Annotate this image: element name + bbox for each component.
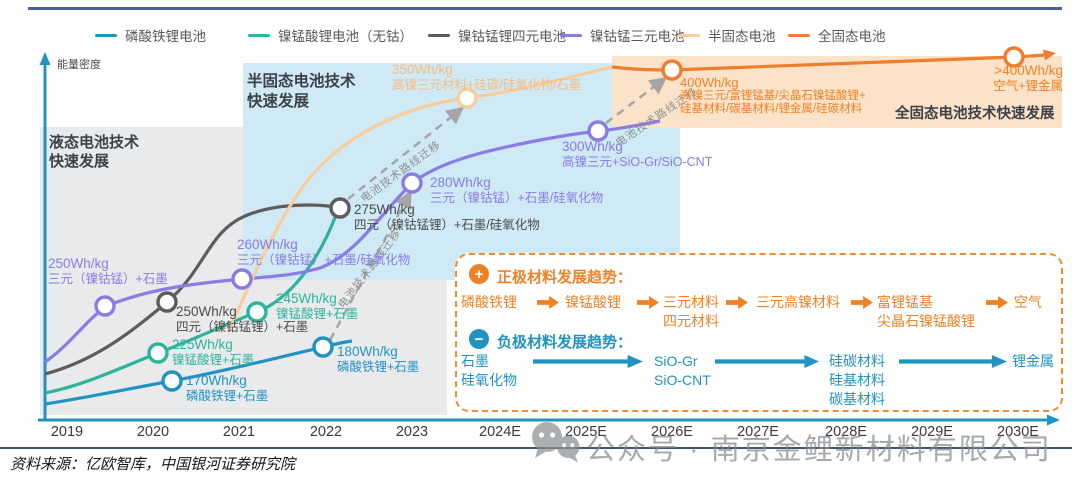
x-tick-2023: 2023 (395, 424, 429, 440)
cathode-trend-title: 正极材料发展趋势： (497, 269, 633, 286)
region-title-liquid: 液态电池技术 快速发展 (49, 134, 140, 170)
x-tick-2021: 2021 (222, 424, 256, 440)
right-arrow-icon (986, 296, 1008, 309)
x-tick-2030e: 2030E (997, 424, 1039, 440)
legend-item-ternary: 镍钴锰三元电池 (560, 27, 685, 44)
marker-lnmo-245 (246, 301, 268, 323)
legend-dash-semi-solid (678, 33, 700, 37)
right-arrow-icon (726, 296, 748, 309)
legend-label: 镍锰酸锂电池（无钴） (278, 29, 413, 44)
annotation-lnmo-225: 225Wh/kg 镍锰酸锂+石墨 (172, 337, 255, 367)
right-arrow-icon (637, 296, 659, 309)
cathode-item: 空气 (1014, 294, 1042, 310)
right-arrow-icon (533, 355, 643, 368)
x-tick-2022: 2022 (309, 424, 343, 440)
legend-item-semi-solid: 半固态电池 (678, 27, 776, 44)
x-axis-arrowhead (1047, 414, 1060, 426)
legend-label: 全固态电池 (818, 29, 886, 44)
marker-ternary-260 (231, 268, 253, 290)
marker-ternary-250 (94, 295, 116, 317)
y-axis-arrowhead (39, 52, 51, 65)
legend-label: 镍钴锰锂四元电池 (458, 29, 566, 44)
marker-ternary-300 (587, 120, 609, 142)
legend-item-quaternary: 镍钴锰锂四元电池 (428, 27, 566, 44)
solid-line-arrowhead (1043, 49, 1056, 61)
legend-dash-quaternary (428, 33, 450, 37)
cathode-item: 镍锰酸锂 (565, 294, 621, 310)
right-arrow-icon (715, 355, 819, 368)
cathode-item: 三元高镍材料 (756, 294, 840, 310)
y-axis-label: 能量密度 (57, 59, 101, 71)
minus-icon: − (469, 329, 489, 349)
marker-ternary-280 (401, 172, 423, 194)
right-arrow-icon (537, 296, 559, 309)
x-tick-2028e: 2028E (825, 424, 867, 440)
marker-quaternary-275 (329, 197, 351, 219)
x-tick-2025e: 2025E (565, 424, 607, 440)
cathode-item: 三元材料 四元材料 (663, 294, 719, 329)
region-title-solid: 全固态电池技术快速发展 (895, 106, 1055, 122)
annotation-semi-solid-350: 350Wh/kg 高镍三元材料+硅碳/硅氧化物/石墨 (392, 62, 582, 92)
anode-item: SiO-Gr SiO-CNT (654, 353, 711, 388)
right-arrow-icon (851, 296, 873, 309)
legend-label: 半固态电池 (708, 29, 776, 44)
anode-item: 硅碳材料 硅基材料 碳基材料 (829, 353, 885, 407)
legend-item-lnmo: 镍锰酸锂电池（无钴） (248, 27, 413, 44)
annotation-quaternary-275: 275Wh/kg 四元（镍钴锰锂）+石墨/硅氧化物 (354, 202, 540, 232)
x-tick-2026e: 2026E (651, 424, 693, 440)
legend-dash-solid (788, 33, 810, 37)
annotation-ternary-300: 300Wh/kg 高镍三元+SiO-Gr/SiO-CNT (562, 139, 713, 169)
migration-arrows (328, 76, 668, 341)
plus-icon: + (469, 264, 489, 284)
legend-dash-ternary (560, 33, 582, 37)
anode-item: 锂金属 (1012, 353, 1054, 369)
annotation-lfp-180: 180Wh/kg 磷酸铁锂+石墨 (337, 344, 420, 374)
annotation-solid-400plus: >400Wh/kg 空气+锂金属 (993, 63, 1063, 93)
legend-dash-lnmo (248, 33, 270, 37)
annotation-ternary-260: 260Wh/kg 三元（镍钴锰）+石墨/硅氧化物 (237, 237, 411, 267)
marker-lnmo-225 (147, 342, 169, 364)
marker-quaternary-250 (156, 291, 178, 313)
legend-item-lfp: 磷酸铁锂电池 (95, 27, 206, 44)
cathode-item: 富锂锰基 尖晶石镍锰酸锂 (877, 294, 975, 329)
annotation-quaternary-250: 250Wh/kg 四元（镍钴锰锂）+石墨 (176, 304, 309, 334)
anode-item: 石墨 硅氧化物 (461, 353, 517, 388)
annotation-solid-400: 400Wh/kg 高镍三元/富锂锰基/尖晶石镍锰酸锂+ 硅基材料/碳基材料/锂金… (680, 75, 866, 115)
data-point-markers (94, 46, 1025, 392)
series-line-semi-solid (226, 65, 613, 333)
x-tick-2019: 2019 (50, 424, 84, 440)
annotation-lfp-170: 170Wh/kg 磷酸铁锂+石墨 (186, 373, 269, 403)
series-line-ternary (44, 119, 661, 364)
top-divider (28, 7, 1062, 10)
migration-arrow-2 (347, 106, 465, 200)
marker-lfp-170 (161, 370, 183, 392)
x-tick-2024e: 2024E (479, 424, 521, 440)
marker-lfp-180 (312, 336, 334, 358)
legend-label: 磷酸铁锂电池 (125, 29, 206, 44)
legend-label: 镍钴锰三元电池 (590, 29, 685, 44)
cathode-item: 磷酸铁锂 (461, 294, 517, 310)
legend-dash-lfp (95, 33, 117, 37)
source-note: 资料来源：亿欧智库，中国银河证券研究院 (10, 457, 296, 473)
x-tick-2027e: 2027E (737, 424, 779, 440)
annotation-lnmo-245: 245Wh/kg 镍锰酸锂+石墨 (276, 291, 359, 321)
annotation-ternary-280: 280Wh/kg 三元（镍钴锰）+石墨/硅氧化物 (430, 175, 604, 205)
series-line-lfp (44, 339, 353, 406)
region-title-semi-solid: 半固态电池技术 快速发展 (247, 73, 356, 110)
x-tick-2029e: 2029E (911, 424, 953, 440)
migration-arrow-3 (605, 76, 668, 124)
material-trend-box: + 正极材料发展趋势： 磷酸铁锂 镍锰酸锂 三元材料 四元材料 三元高镍材料 富… (455, 253, 1063, 412)
annotation-ternary-250: 250Wh/kg 三元（镍钴锰）+石墨 (48, 256, 168, 286)
anode-trend-title: 负极材料发展趋势： (497, 334, 633, 351)
x-tick-2020: 2020 (136, 424, 170, 440)
marker-solid-400plus (1003, 46, 1025, 68)
right-arrow-icon (899, 355, 1007, 368)
marker-solid-400 (661, 59, 683, 81)
marker-semi-solid-350 (456, 87, 478, 109)
legend-item-solid: 全固态电池 (788, 27, 886, 44)
